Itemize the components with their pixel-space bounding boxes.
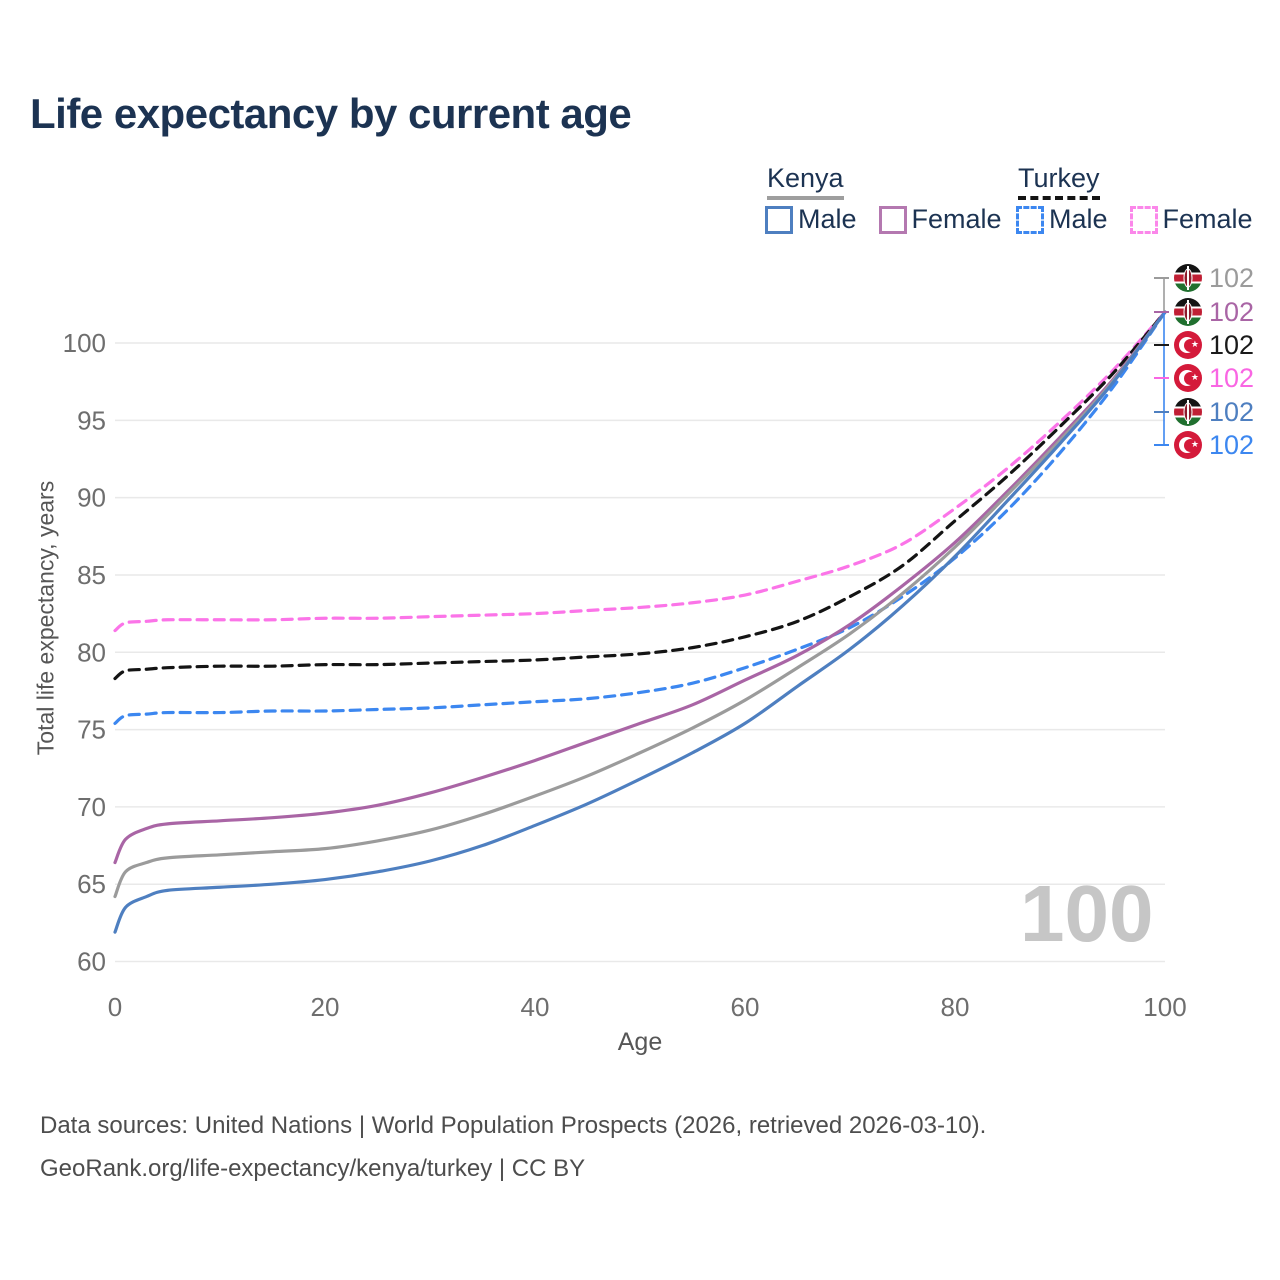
data-sources-line: Data sources: United Nations | World Pop… <box>40 1112 987 1139</box>
footer: Data sources: United Nations | World Pop… <box>40 1104 986 1190</box>
end-label-turkey-male: 102 <box>1174 428 1254 462</box>
legend-item-label: Female <box>1162 204 1253 234</box>
attribution-line: GeoRank.org/life-expectancy/kenya/turkey… <box>40 1155 586 1182</box>
svg-text:20: 20 <box>311 992 340 1022</box>
end-label-value: 102 <box>1209 362 1255 393</box>
turkey-male-swatch-icon <box>1016 205 1044 234</box>
svg-text:0: 0 <box>108 992 122 1022</box>
legend-item-turkey-male[interactable]: Male <box>1016 204 1108 235</box>
x-axis-title: Age <box>617 1028 663 1056</box>
end-label-kenya-male: 102 <box>1174 395 1254 429</box>
svg-text:80: 80 <box>941 992 970 1022</box>
end-label-value: 102 <box>1209 396 1255 427</box>
svg-text:60: 60 <box>77 947 106 977</box>
page-title: Life expectancy by current age <box>30 90 632 137</box>
end-label-value: 102 <box>1209 262 1255 293</box>
svg-text:40: 40 <box>521 992 550 1022</box>
end-label-kenya-female: 102 <box>1174 295 1254 329</box>
turkey-female-swatch-icon <box>1129 205 1158 234</box>
legend-row-turkey: Male Female <box>1016 204 1253 235</box>
turkey-flag-icon <box>1174 364 1202 392</box>
end-label-value: 102 <box>1209 296 1255 327</box>
svg-text:100: 100 <box>63 328 106 358</box>
y-axis-title: Total life expectancy, years <box>32 480 59 756</box>
legend-item-turkey-female[interactable]: Female <box>1129 204 1253 235</box>
current-age-watermark: 100 <box>1020 869 1154 958</box>
legend-group-turkey: Turkey <box>1018 163 1100 200</box>
svg-text:100: 100 <box>1143 992 1186 1022</box>
legend-item-kenya-female[interactable]: Female <box>878 204 1002 235</box>
svg-text:85: 85 <box>77 560 106 590</box>
legend-item-label: Male <box>1049 204 1108 234</box>
end-label-turkey-total: 102 <box>1174 328 1254 362</box>
legend-item-kenya-male[interactable]: Male <box>765 204 857 235</box>
kenya-flag-icon <box>1174 398 1202 426</box>
end-label-value: 102 <box>1209 429 1255 460</box>
svg-text:60: 60 <box>731 992 760 1022</box>
svg-text:80: 80 <box>77 637 106 667</box>
end-label-value: 102 <box>1209 329 1255 360</box>
svg-text:95: 95 <box>77 405 106 435</box>
kenya-flag-icon <box>1174 298 1202 326</box>
end-label-kenya-total: 102 <box>1174 261 1254 295</box>
legend-group-kenya: Kenya <box>767 163 844 200</box>
legend-item-label: Male <box>798 204 857 234</box>
svg-text:70: 70 <box>77 792 106 822</box>
svg-text:90: 90 <box>77 483 106 513</box>
end-label-turkey-female: 102 <box>1174 361 1254 395</box>
legend-row-kenya: Male Female <box>765 204 1002 235</box>
svg-text:75: 75 <box>77 715 106 745</box>
svg-text:65: 65 <box>77 869 106 899</box>
kenya-flag-icon <box>1174 264 1202 292</box>
kenya-female-swatch-icon <box>878 205 907 234</box>
turkey-flag-icon <box>1174 431 1202 459</box>
turkey-flag-icon <box>1174 331 1202 359</box>
legend-item-label: Female <box>911 204 1002 234</box>
kenya-male-swatch-icon <box>765 205 793 234</box>
